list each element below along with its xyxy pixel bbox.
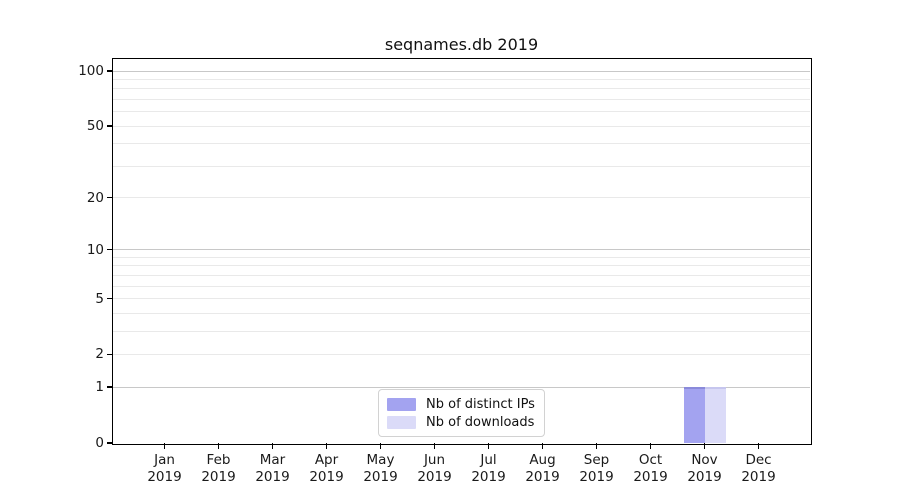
- bar-distinct-ips: [683, 387, 705, 443]
- gridline-minor: [113, 143, 810, 145]
- x-tick-year: 2019: [147, 469, 182, 485]
- x-tick-label: Feb 2019: [187, 452, 251, 486]
- y-tick-label: 100: [78, 63, 104, 79]
- x-tick-month: Sep: [583, 452, 610, 468]
- x-tick-mark: [325, 443, 328, 449]
- x-tick-year: 2019: [417, 469, 452, 485]
- legend-label: Nb of distinct IPs: [426, 396, 535, 412]
- y-tick-mark: [107, 442, 113, 444]
- x-tick-year: 2019: [525, 469, 560, 485]
- x-tick-mark: [487, 443, 490, 449]
- x-tick-year: 2019: [363, 469, 398, 485]
- x-tick-label: Mar 2019: [241, 452, 305, 486]
- x-tick-label: Nov 2019: [673, 452, 737, 486]
- y-tick-label: 20: [86, 189, 104, 206]
- gridline-minor: [113, 265, 810, 267]
- y-tick-label: 5: [95, 290, 104, 307]
- y-tick-mark: [107, 353, 113, 356]
- x-tick-year: 2019: [633, 469, 668, 485]
- y-tick-label: 1: [95, 379, 104, 396]
- x-tick-year: 2019: [741, 469, 776, 485]
- gridline-minor: [113, 88, 810, 90]
- gridline-minor: [113, 285, 810, 287]
- x-tick-mark: [163, 443, 166, 449]
- legend-swatch: [387, 415, 416, 429]
- x-tick-month: May: [366, 452, 395, 468]
- x-tick-label: Dec 2019: [727, 452, 791, 486]
- gridline-minor: [113, 98, 810, 100]
- x-tick-mark: [541, 443, 544, 449]
- gridline-major: [113, 249, 810, 251]
- gridline-minor: [113, 298, 810, 300]
- x-tick-label: Aug 2019: [511, 452, 575, 486]
- gridline-minor: [113, 312, 810, 314]
- x-tick-year: 2019: [309, 469, 344, 485]
- x-tick-year: 2019: [201, 469, 236, 485]
- x-tick-mark: [703, 443, 706, 449]
- chart-title: seqnames.db 2019: [384, 35, 539, 54]
- x-tick-label: May 2019: [349, 452, 413, 486]
- x-tick-year: 2019: [687, 469, 722, 485]
- x-tick-mark: [217, 443, 220, 449]
- x-tick-month: Feb: [206, 452, 231, 468]
- x-tick-label: Apr 2019: [295, 452, 359, 486]
- x-tick-label: Oct 2019: [619, 452, 683, 486]
- x-tick-mark: [433, 443, 436, 449]
- x-tick-month: Jun: [423, 452, 446, 468]
- gridline-minor: [113, 274, 810, 276]
- plot-area: Nb of distinct IPs Nb of downloads: [113, 59, 810, 443]
- y-tick-mark: [107, 70, 113, 72]
- gridline-minor: [113, 111, 810, 113]
- gridline-minor: [113, 197, 810, 199]
- x-tick-year: 2019: [579, 469, 614, 485]
- gridline-minor: [113, 165, 810, 167]
- gridline-minor: [113, 256, 810, 258]
- gridline-major: [113, 386, 810, 388]
- x-tick-mark: [271, 443, 274, 449]
- x-tick-mark: [649, 443, 652, 449]
- x-tick-month: Dec: [745, 452, 772, 468]
- gridline-minor: [113, 330, 810, 332]
- x-tick-year: 2019: [471, 469, 506, 485]
- gridline-minor: [113, 353, 810, 355]
- y-tick-mark: [107, 386, 113, 388]
- legend-item: Nb of downloads: [387, 415, 536, 430]
- x-tick-mark: [595, 443, 598, 449]
- y-tick-label: 2: [95, 346, 104, 363]
- y-tick-mark: [107, 125, 113, 127]
- y-tick-label: 10: [86, 241, 104, 258]
- x-tick-month: Apr: [314, 452, 339, 468]
- x-tick-month: Aug: [529, 452, 556, 468]
- gridline-minor: [113, 125, 810, 127]
- y-tick-mark: [107, 248, 113, 251]
- legend-swatch: [387, 397, 416, 411]
- x-tick-month: Nov: [691, 452, 718, 468]
- gridline-major: [113, 70, 810, 72]
- x-tick-mark: [757, 443, 760, 449]
- x-tick-year: 2019: [255, 469, 290, 485]
- x-tick-month: Oct: [638, 452, 663, 468]
- x-tick-mark: [379, 443, 382, 449]
- y-tick-mark: [107, 196, 113, 199]
- x-tick-label: Jun 2019: [403, 452, 467, 486]
- bar-downloads: [704, 387, 726, 443]
- x-tick-label: Jan 2019: [133, 452, 197, 486]
- y-tick-label: 50: [86, 118, 104, 135]
- legend-label: Nb of downloads: [426, 414, 535, 430]
- x-tick-month: Mar: [259, 452, 286, 468]
- gridline-minor: [113, 78, 810, 80]
- x-tick-label: Jul 2019: [457, 452, 521, 486]
- y-tick-label: 0: [95, 435, 104, 451]
- x-tick-month: Jul: [480, 452, 497, 468]
- x-tick-month: Jan: [154, 452, 175, 468]
- legend-item: Nb of distinct IPs: [387, 397, 536, 412]
- legend: Nb of distinct IPs Nb of downloads: [378, 389, 545, 437]
- x-tick-label: Sep 2019: [565, 452, 629, 486]
- y-tick-mark: [107, 297, 113, 300]
